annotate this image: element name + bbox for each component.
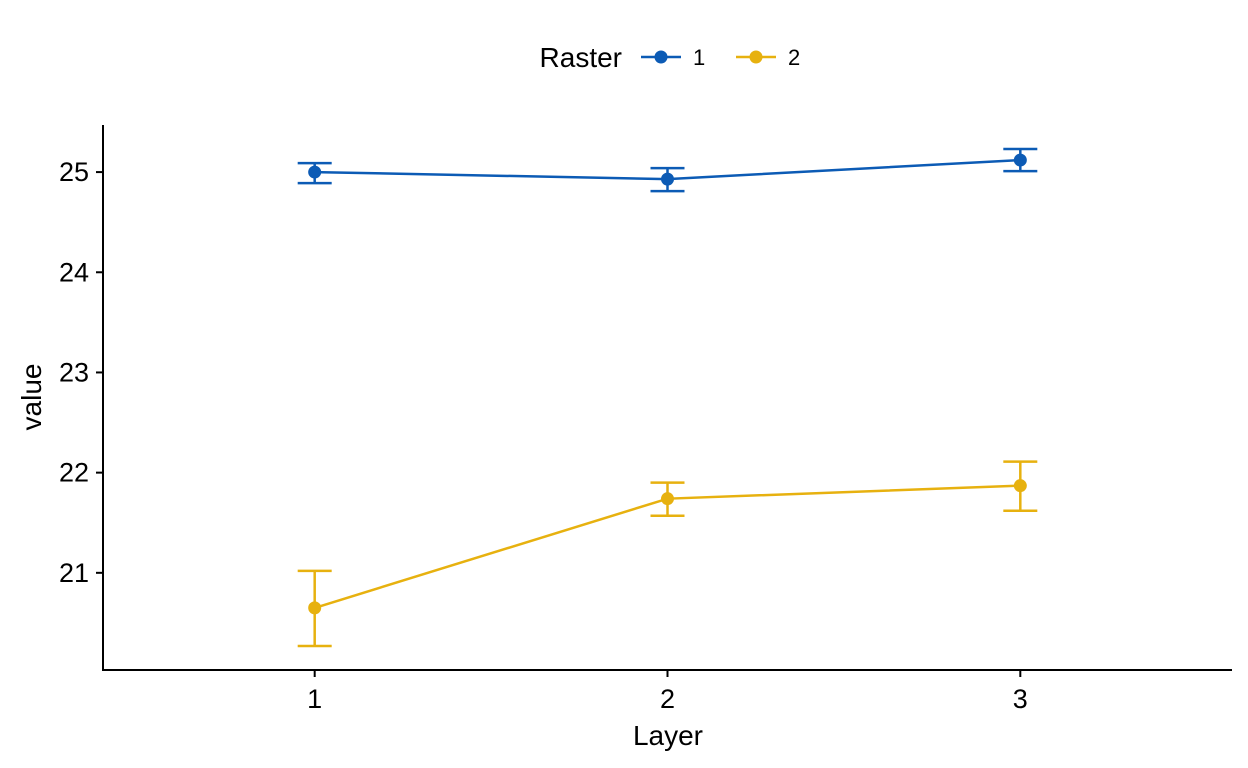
data-point: [1013, 479, 1027, 493]
y-axis-title: value: [16, 364, 47, 431]
legend-key-point: [749, 50, 763, 64]
legend-title: Raster: [540, 42, 622, 73]
x-tick-label: 2: [660, 684, 675, 714]
legend-key-point: [654, 50, 668, 64]
plot-area: [297, 147, 1038, 648]
y-tick-label: 23: [59, 357, 89, 387]
y-tick-label: 22: [59, 458, 89, 488]
data-point: [661, 172, 674, 186]
data-point: [308, 601, 322, 615]
series-1: [297, 147, 1038, 193]
data-point: [1013, 153, 1027, 167]
legend-item-1: 1: [641, 45, 705, 70]
x-tick-label: 1: [307, 684, 322, 714]
x-tick-label: 3: [1013, 684, 1028, 714]
legend-item-2: 2: [736, 45, 800, 70]
data-point: [308, 165, 322, 179]
y-tick-label: 24: [59, 257, 89, 287]
y-tick-label: 21: [59, 558, 89, 588]
series-2: [297, 460, 1038, 648]
legend-label: 2: [788, 45, 800, 70]
data-point: [661, 492, 674, 506]
y-tick-label: 25: [59, 157, 89, 187]
legend-label: 1: [693, 45, 705, 70]
legend: Raster 1 2: [540, 42, 801, 73]
x-axis-title: Layer: [633, 720, 703, 751]
